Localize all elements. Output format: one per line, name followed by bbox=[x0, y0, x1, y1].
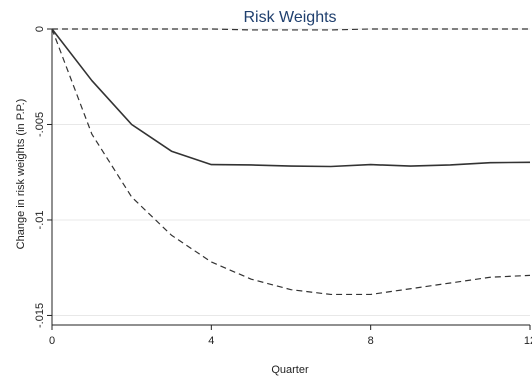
x-axis-title: Quarter bbox=[271, 364, 309, 376]
x-tick-label-2: 8 bbox=[368, 335, 374, 347]
series-lines bbox=[51, 28, 531, 296]
y-tick-label-0: 0 bbox=[34, 26, 46, 32]
series-line-1 bbox=[51, 28, 531, 168]
x-tick-label-0: 0 bbox=[49, 335, 55, 347]
chart-title: Risk Weights bbox=[243, 9, 336, 26]
y-tick-label-1: -.005 bbox=[34, 112, 46, 137]
y-tick-label-2: -.01 bbox=[34, 210, 46, 229]
tick-labels: 0-.005-.01-.01504812 bbox=[34, 26, 532, 347]
x-tick-label-1: 4 bbox=[208, 335, 214, 347]
series-line-2 bbox=[51, 28, 531, 296]
y-axis-title: Change in risk weights (in P.P.) bbox=[15, 99, 27, 250]
y-tick-label-3: -.015 bbox=[34, 303, 46, 328]
axes bbox=[51, 29, 530, 326]
grid-lines bbox=[52, 28, 530, 316]
x-tick-label-3: 12 bbox=[524, 335, 532, 347]
